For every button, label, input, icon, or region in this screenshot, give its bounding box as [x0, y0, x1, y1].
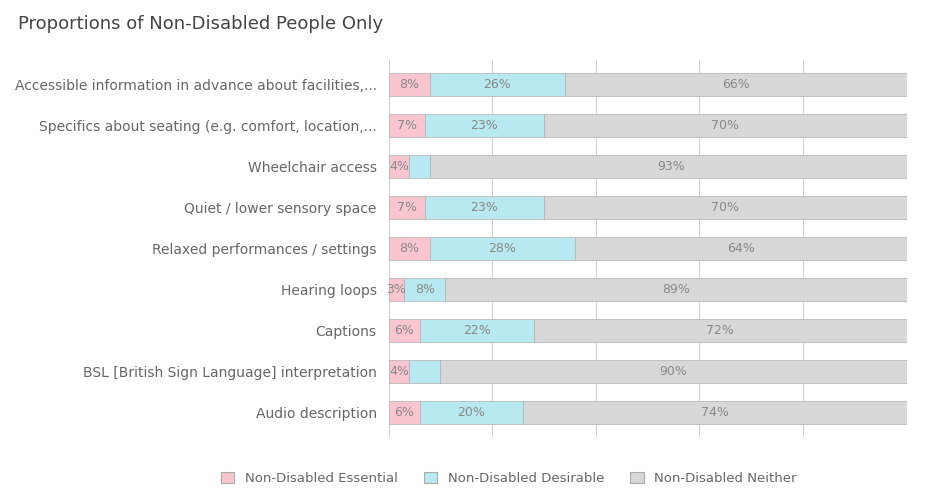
Bar — [388, 278, 404, 301]
Bar — [544, 196, 906, 219]
Bar — [388, 360, 409, 383]
Bar — [388, 319, 420, 342]
Text: 20%: 20% — [458, 406, 486, 419]
Bar — [430, 155, 912, 177]
Bar — [425, 114, 544, 137]
Bar — [388, 73, 430, 95]
Bar — [446, 278, 906, 301]
Bar — [420, 402, 524, 424]
Text: Proportions of Non-Disabled People Only: Proportions of Non-Disabled People Only — [18, 15, 384, 33]
Text: 4%: 4% — [388, 365, 409, 378]
Bar — [404, 278, 446, 301]
Bar — [430, 73, 564, 95]
Text: 22%: 22% — [462, 324, 490, 337]
Text: 64%: 64% — [727, 242, 755, 255]
Bar — [420, 319, 534, 342]
Bar — [388, 114, 425, 137]
Bar — [409, 155, 430, 177]
Text: 74%: 74% — [701, 406, 729, 419]
Bar — [544, 114, 906, 137]
Text: 28%: 28% — [488, 242, 516, 255]
Text: 23%: 23% — [471, 119, 499, 132]
Text: 90%: 90% — [660, 365, 687, 378]
Bar — [388, 196, 425, 219]
Text: 7%: 7% — [397, 201, 416, 214]
Bar — [430, 237, 575, 260]
Bar — [425, 196, 544, 219]
Text: 66%: 66% — [722, 78, 749, 91]
Text: 8%: 8% — [400, 242, 419, 255]
Text: 4%: 4% — [388, 160, 409, 173]
Bar — [524, 402, 906, 424]
Text: 70%: 70% — [711, 201, 739, 214]
Text: 26%: 26% — [484, 78, 512, 91]
Bar — [440, 360, 906, 383]
Text: 3%: 3% — [387, 283, 406, 296]
Bar — [388, 155, 409, 177]
Text: 7%: 7% — [397, 119, 416, 132]
Text: 6%: 6% — [394, 324, 414, 337]
Text: 6%: 6% — [394, 406, 414, 419]
Bar — [575, 237, 906, 260]
Text: 23%: 23% — [471, 201, 499, 214]
Legend: Non-Disabled Essential, Non-Disabled Desirable, Non-Disabled Neither: Non-Disabled Essential, Non-Disabled Des… — [216, 467, 802, 491]
Text: 89%: 89% — [662, 283, 690, 296]
Bar — [564, 73, 906, 95]
Bar — [534, 319, 906, 342]
Text: 70%: 70% — [711, 119, 739, 132]
Text: 8%: 8% — [414, 283, 435, 296]
Text: 72%: 72% — [706, 324, 734, 337]
Bar — [388, 402, 420, 424]
Text: 93%: 93% — [657, 160, 684, 173]
Bar — [409, 360, 440, 383]
Bar — [388, 237, 430, 260]
Text: 8%: 8% — [400, 78, 419, 91]
